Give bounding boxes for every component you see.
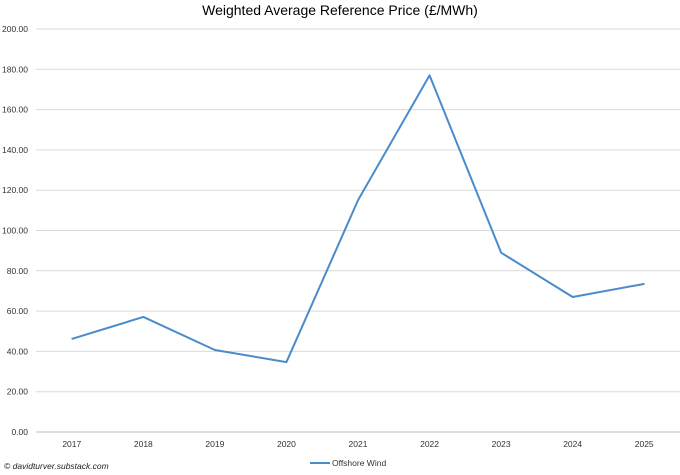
data-point [357,199,359,201]
y-tick-label: 40.00 [7,346,29,356]
data-point [500,252,502,254]
x-tick-label: 2024 [563,439,582,449]
legend-swatch [310,462,330,464]
x-tick-label: 2025 [635,439,654,449]
x-tick-label: 2023 [492,439,511,449]
data-point [285,361,287,363]
x-tick-label: 2021 [349,439,368,449]
x-tick-label: 2018 [134,439,153,449]
x-tick-label: 2020 [277,439,296,449]
y-tick-label: 160.00 [2,105,28,115]
legend: Offshore Wind [310,458,386,468]
data-point [214,349,216,351]
y-tick-label: 100.00 [2,226,28,236]
data-point [71,338,73,340]
y-tick-label: 60.00 [7,306,29,316]
y-tick-label: 120.00 [2,185,28,195]
data-point [429,74,431,76]
y-tick-label: 80.00 [7,266,29,276]
credit-text: © davidturver.substack.com [4,461,109,471]
legend-label: Offshore Wind [332,458,387,468]
data-point [643,283,645,285]
series-line-offshore-wind [71,74,645,364]
data-point [572,296,574,298]
chart-title: Weighted Average Reference Price (£/MWh) [202,2,478,18]
y-tick-label: 140.00 [2,145,28,155]
x-tick-label: 2022 [420,439,439,449]
data-point [142,316,144,318]
y-tick-label: 180.00 [2,64,28,74]
y-tick-label: 0.00 [11,427,28,437]
x-tick-label: 2019 [205,439,224,449]
y-tick-label: 200.00 [2,24,28,34]
x-tick-label: 2017 [62,439,81,449]
y-tick-label: 20.00 [7,387,29,397]
